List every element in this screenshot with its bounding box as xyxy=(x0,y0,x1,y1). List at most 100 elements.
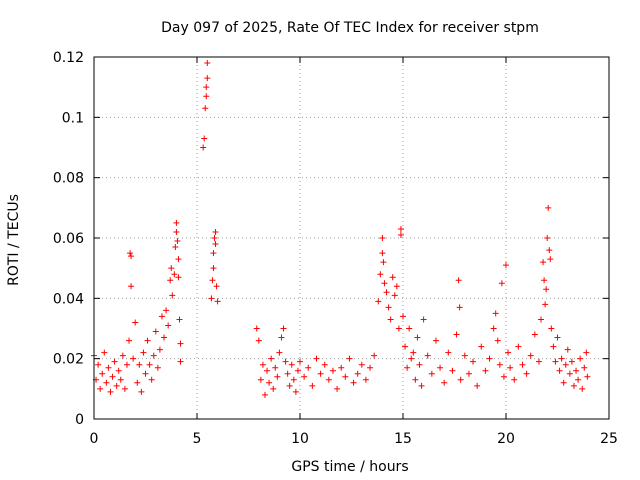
data-point xyxy=(494,337,501,344)
y-tick-label: 0.06 xyxy=(53,231,84,247)
data-point xyxy=(545,204,552,211)
data-point xyxy=(546,247,553,254)
data-point xyxy=(274,373,281,380)
data-point xyxy=(552,358,559,365)
data-point xyxy=(95,361,102,368)
data-point xyxy=(445,349,452,356)
data-point xyxy=(128,283,135,290)
data-point xyxy=(113,382,120,389)
data-point xyxy=(127,250,134,257)
y-tick-label: 0.04 xyxy=(53,291,84,307)
chart-title: Day 097 of 2025, Rate Of TEC Index for r… xyxy=(161,20,539,36)
data-point xyxy=(554,334,561,341)
data-point xyxy=(548,325,555,332)
data-point xyxy=(200,144,207,151)
data-point xyxy=(406,325,413,332)
data-point xyxy=(144,337,151,344)
x-tick-label: 5 xyxy=(193,431,202,447)
data-point xyxy=(264,367,271,374)
data-point xyxy=(266,379,273,386)
data-point xyxy=(212,241,219,248)
y-axis-label: ROTI / TECUs xyxy=(6,194,22,286)
data-point xyxy=(123,361,130,368)
data-point xyxy=(119,352,126,359)
data-point xyxy=(385,304,392,311)
data-point xyxy=(420,316,427,323)
data-point xyxy=(397,225,404,232)
data-point xyxy=(531,331,538,338)
data-point xyxy=(130,355,137,362)
data-point xyxy=(284,370,291,377)
data-point xyxy=(538,316,545,323)
data-point xyxy=(209,277,216,284)
data-point xyxy=(362,376,369,383)
x-axis-label: GPS time / hours xyxy=(291,459,408,475)
data-point xyxy=(213,283,220,290)
x-tick-labels: 0 5 10 15 20 25 xyxy=(90,431,618,447)
data-point xyxy=(99,370,106,377)
axis-ticks xyxy=(93,56,610,420)
data-point xyxy=(175,274,182,281)
data-point xyxy=(402,343,409,350)
data-point xyxy=(204,75,211,82)
data-point xyxy=(505,349,512,356)
grid xyxy=(94,57,609,419)
data-point xyxy=(305,364,312,371)
data-point xyxy=(566,370,573,377)
data-point xyxy=(342,373,349,380)
y-tick-label: 0.12 xyxy=(53,50,84,66)
data-point xyxy=(404,364,411,371)
data-point xyxy=(325,376,332,383)
data-point xyxy=(575,376,582,383)
data-point xyxy=(573,367,580,374)
data-point xyxy=(117,376,124,383)
data-point xyxy=(136,361,143,368)
data-point xyxy=(461,352,468,359)
y-tick-labels: 0 0.02 0.04 0.06 0.08 0.1 0.12 xyxy=(53,50,84,428)
data-point xyxy=(211,235,218,241)
data-point xyxy=(280,325,287,332)
data-point xyxy=(107,388,114,395)
data-point xyxy=(441,379,448,386)
data-point xyxy=(391,292,398,299)
data-point xyxy=(474,382,481,389)
data-point xyxy=(367,364,374,371)
data-point xyxy=(577,355,584,362)
data-point xyxy=(212,228,219,235)
data-point xyxy=(350,379,357,386)
data-point xyxy=(177,358,184,365)
data-point xyxy=(535,358,542,365)
data-point xyxy=(558,355,565,362)
y-tick-label: 0 xyxy=(75,412,84,428)
data-point xyxy=(455,277,462,284)
data-point xyxy=(301,373,308,380)
data-point xyxy=(507,364,514,371)
data-point xyxy=(261,391,268,398)
data-point xyxy=(208,295,215,302)
data-point xyxy=(465,370,472,377)
data-point xyxy=(210,265,217,272)
data-point xyxy=(140,349,147,356)
data-point xyxy=(163,307,170,314)
data-point xyxy=(128,253,135,260)
data-point xyxy=(101,349,108,356)
data-point xyxy=(581,364,588,371)
data-point xyxy=(375,298,382,305)
x-tick-label: 20 xyxy=(497,431,515,447)
data-point xyxy=(515,343,522,350)
data-point xyxy=(329,367,336,374)
data-point xyxy=(486,355,493,362)
data-point xyxy=(542,301,549,308)
y-tick-label: 0.02 xyxy=(53,352,84,368)
data-point xyxy=(381,280,388,287)
data-point xyxy=(204,60,211,67)
x-tick-label: 25 xyxy=(600,431,618,447)
data-point xyxy=(568,358,575,365)
data-point xyxy=(105,364,112,371)
data-point xyxy=(397,231,404,238)
x-tick-label: 0 xyxy=(90,431,99,447)
data-point xyxy=(544,235,551,241)
data-point xyxy=(358,361,365,368)
data-point xyxy=(294,367,301,374)
data-point xyxy=(379,250,386,257)
